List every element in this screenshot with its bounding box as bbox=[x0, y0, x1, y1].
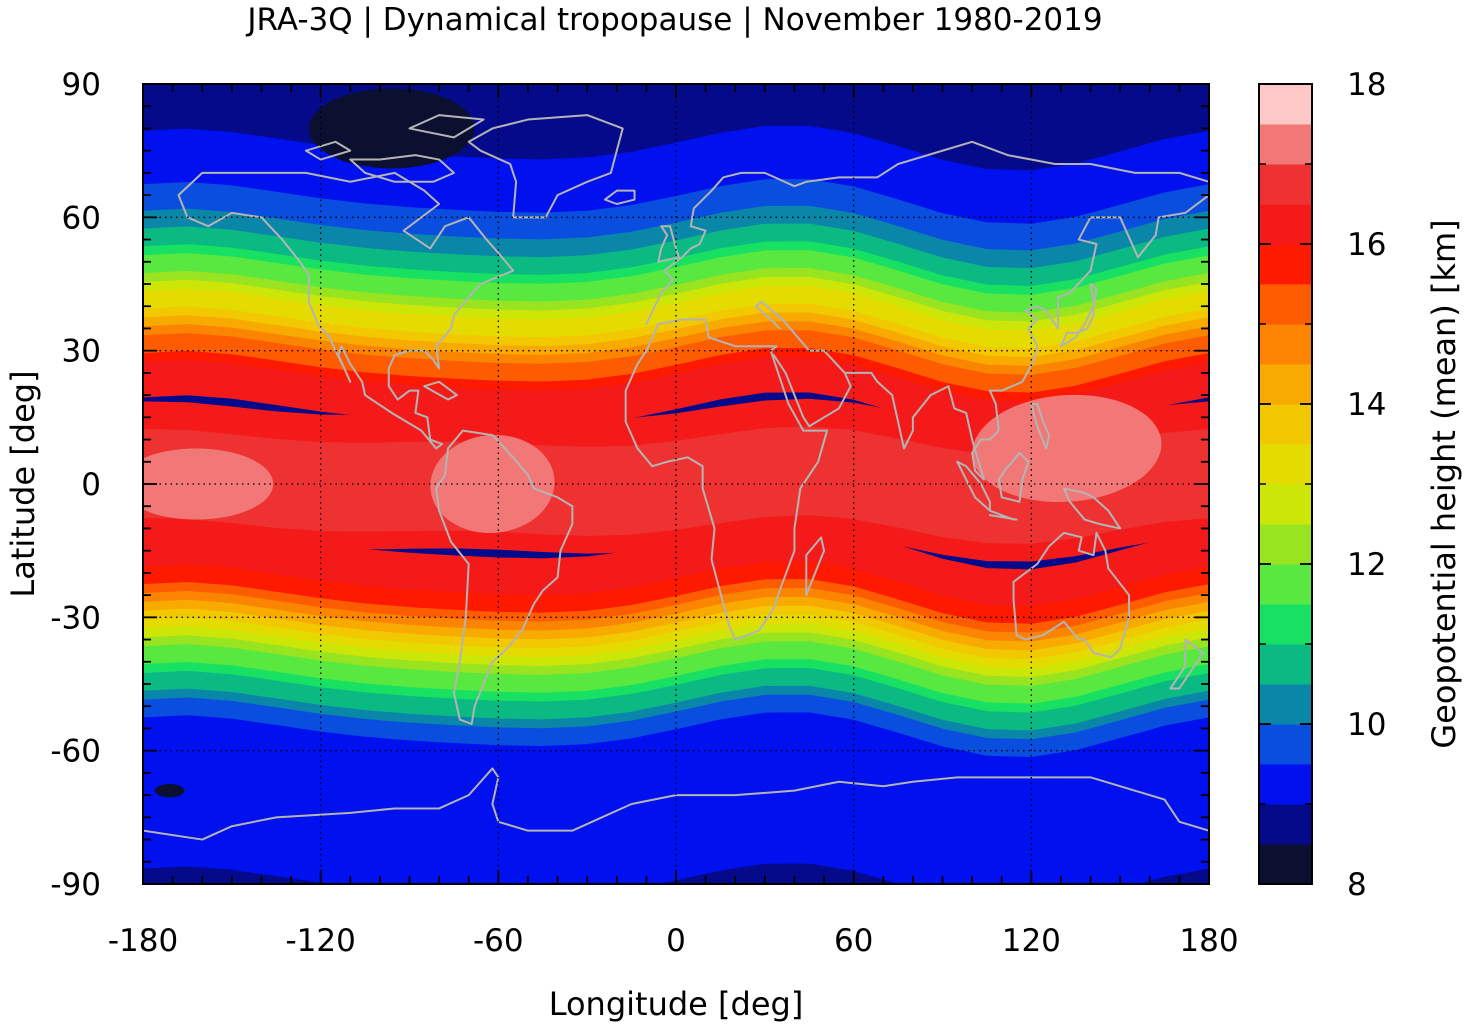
x-tick-label: 120 bbox=[1002, 923, 1061, 959]
colorbar-swatch bbox=[1259, 404, 1312, 445]
colorbar-label: Geopotential height (mean) [km] bbox=[1425, 219, 1463, 748]
map-plot-area bbox=[143, 84, 1209, 884]
coastline bbox=[304, 140, 352, 161]
coastline bbox=[805, 536, 826, 597]
y-tick-label: -90 bbox=[50, 867, 101, 903]
colorbar-swatch bbox=[1259, 284, 1312, 325]
colorbar-swatch bbox=[1259, 524, 1312, 565]
x-tick-label: -180 bbox=[108, 923, 178, 959]
regional-anomalies bbox=[143, 88, 1162, 798]
x-tick-label: -60 bbox=[473, 923, 524, 959]
colorbar-swatch bbox=[1259, 364, 1312, 405]
coastline bbox=[754, 300, 852, 428]
colorbar-swatch bbox=[1259, 684, 1312, 725]
colorbar-swatch bbox=[1259, 84, 1312, 125]
y-axis-label: Latitude [deg] bbox=[4, 370, 42, 597]
y-tick-label: 60 bbox=[62, 200, 101, 236]
colorbar-tick-label: 10 bbox=[1347, 707, 1386, 743]
y-tick-label: 30 bbox=[62, 334, 101, 370]
colorbar-swatch bbox=[1259, 124, 1312, 165]
coastlines bbox=[143, 114, 1209, 841]
x-tick-label: -120 bbox=[285, 923, 355, 959]
coastline bbox=[435, 429, 574, 725]
x-tick-label: 0 bbox=[666, 923, 686, 959]
x-tick-label: 180 bbox=[1179, 923, 1238, 959]
coastline bbox=[988, 509, 1018, 521]
colorbar-swatch bbox=[1259, 764, 1312, 805]
y-tick-label: 90 bbox=[62, 67, 101, 103]
y-tick-label: 0 bbox=[81, 467, 101, 503]
colorbar-swatch bbox=[1259, 604, 1312, 645]
colorbar-tick-label: 12 bbox=[1347, 547, 1386, 583]
coastline bbox=[956, 460, 991, 512]
coastline bbox=[349, 154, 455, 183]
coastline bbox=[1012, 531, 1131, 659]
coastline bbox=[1030, 403, 1051, 450]
coastline bbox=[408, 114, 485, 139]
coastline bbox=[657, 225, 680, 263]
anomaly-maximum bbox=[143, 448, 274, 520]
y-tick-label: -30 bbox=[50, 600, 101, 636]
coastline bbox=[1062, 487, 1122, 530]
colorbar-swatch bbox=[1259, 844, 1312, 885]
anomaly-maximum bbox=[972, 394, 1162, 503]
anomaly-maximum bbox=[430, 434, 555, 534]
colorbar-frame bbox=[1258, 83, 1313, 885]
y-tick-label: -60 bbox=[50, 734, 101, 770]
colorbar-swatch bbox=[1259, 724, 1312, 765]
colorbar-swatch bbox=[1259, 324, 1312, 365]
colorbar-tick-label: 16 bbox=[1347, 227, 1386, 263]
height-band bbox=[268, 84, 1174, 118]
coastline bbox=[177, 171, 515, 450]
x-axis-label: Longitude [deg] bbox=[549, 985, 804, 1023]
coastline bbox=[423, 380, 458, 401]
colorbar-swatch bbox=[1259, 804, 1312, 845]
colorbar-swatch bbox=[1259, 484, 1312, 525]
colorbar bbox=[1259, 83, 1312, 885]
colorbar-tick-label: 14 bbox=[1347, 387, 1386, 423]
anomaly-minimum bbox=[308, 88, 475, 169]
colorbar-tick-label: 8 bbox=[1347, 867, 1367, 903]
colorbar-tick-labels: 8 10 12 14 16 18 bbox=[1347, 67, 1386, 903]
colorbar-swatch bbox=[1259, 444, 1312, 485]
coastline bbox=[603, 189, 636, 205]
coastline bbox=[1169, 638, 1205, 690]
axis-ticks bbox=[142, 83, 1210, 885]
chart-title: JRA-3Q | Dynamical tropopause | November… bbox=[245, 2, 1102, 38]
coastline bbox=[467, 114, 624, 219]
colorbar-swatch bbox=[1259, 644, 1312, 685]
colorbar-swatch bbox=[1259, 564, 1312, 605]
colorbar-swatch bbox=[1259, 204, 1312, 245]
colorbar-swatch bbox=[1259, 244, 1312, 285]
coastline bbox=[1059, 283, 1098, 348]
coastline bbox=[843, 194, 1209, 481]
coastline bbox=[645, 140, 1209, 325]
coastline bbox=[997, 451, 1030, 503]
x-axis-tick-labels: -180 -120 -60 0 60 120 180 bbox=[108, 923, 1239, 959]
coastline bbox=[143, 767, 1209, 841]
coastline bbox=[624, 318, 829, 641]
colorbar-swatch bbox=[1259, 164, 1312, 205]
colorbar-tick-label: 18 bbox=[1347, 67, 1386, 103]
y-axis-tick-labels: -90 -60 -30 0 30 60 90 bbox=[50, 67, 101, 903]
anomaly-minimum bbox=[154, 784, 185, 798]
grid-lines bbox=[143, 84, 1209, 884]
x-tick-label: 60 bbox=[834, 923, 873, 959]
